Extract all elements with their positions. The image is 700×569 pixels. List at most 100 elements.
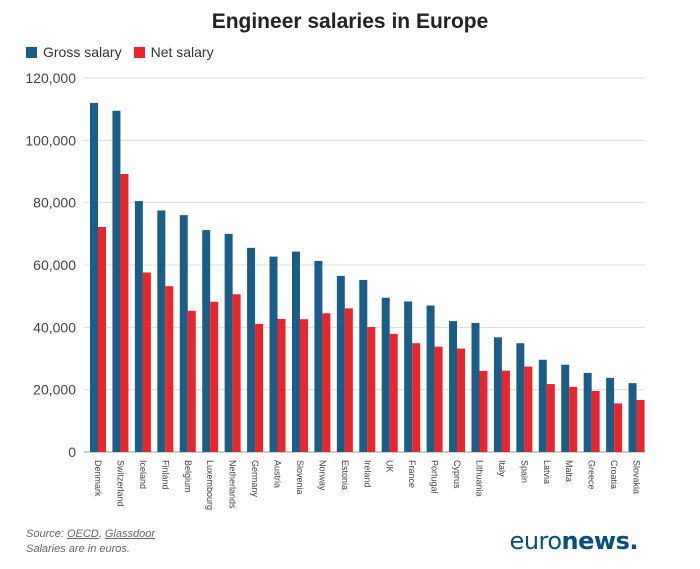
y-tick-label: 20,000 [33,382,76,398]
x-tick-label: Greece [587,460,597,490]
y-tick-label: 60,000 [33,257,76,273]
gross-salary-bar [404,301,413,452]
x-tick-label: Spain [519,460,529,483]
gross-salary-bar [179,215,188,452]
gross-salary-bar [291,251,300,452]
x-tick-label: Germany [250,460,260,498]
gross-salary-bar [269,256,278,452]
net-salary-bar [120,173,129,452]
source-line: Source: OECD, Glassdoor [26,527,155,542]
gross-salary-bar [426,305,435,452]
net-salary-bar [210,301,219,452]
net-salary-bar [165,286,174,452]
net-salary-bar [322,313,331,452]
y-tick-label: 80,000 [33,195,76,211]
source-separator: , [98,528,105,540]
net-salary-bar [367,327,376,452]
net-salary-bar [569,386,578,452]
chart-title: Engineer salaries in Europe [211,10,489,33]
x-tick-label: Switzerland [115,460,125,507]
gross-salary-bar [538,359,547,452]
x-tick-label: Estonia [340,460,350,490]
euronews-logo: euronews. [509,527,639,555]
net-salary-bar [636,399,645,452]
logo-dot: . [629,527,638,555]
y-tick-label: 0 [68,444,76,460]
gross-salary-bar [157,210,166,452]
y-tick-label: 100,000 [25,132,76,148]
x-tick-label: Slovakia [632,460,642,494]
x-tick-label: Italy [497,460,507,477]
net-salary-bar [591,390,600,452]
net-salary-bar [277,318,286,452]
legend-swatch-net [133,46,145,58]
x-tick-label: Norway [317,460,327,491]
chart-footer: Source: OECD, Glassdoor Salaries are in … [26,527,155,557]
y-tick-label: 120,000 [25,70,76,86]
x-tick-label: Ireland [362,460,372,488]
gross-salary-bar [583,372,592,452]
net-salary-bar [255,323,264,452]
net-salary-bar [299,319,308,452]
net-salary-bar [98,226,106,452]
x-tick-label: Slovenia [295,460,305,495]
gross-salary-bar [628,383,637,452]
x-tick-label: UK [385,460,395,473]
gross-salary-bar [471,322,480,452]
gross-salary-bar [516,343,525,452]
x-tick-label: Lithuania [474,460,484,497]
gross-salary-bar [90,102,98,452]
x-tick-label: Finland [160,460,170,490]
x-tick-label: Iceland [138,460,148,489]
net-salary-bar [524,366,533,452]
source-link-glassdoor[interactable]: Glassdoor [104,528,156,540]
source-link-oecd[interactable]: OECD [66,528,99,540]
net-salary-bar [142,272,151,452]
x-tick-label: Portugal [430,460,440,494]
net-salary-bar [434,346,443,452]
net-salary-bar [187,310,196,452]
net-salary-bar [457,348,466,452]
gross-salary-bar [359,279,368,452]
legend-swatch-gross [26,46,37,58]
net-salary-bar [344,308,353,452]
x-tick-label: Belgium [183,460,193,493]
source-prefix: Source: [26,528,67,540]
gross-salary-bar [247,247,256,452]
legend-label-net: Net salary [150,44,214,60]
logo-text-news: news [561,527,630,555]
net-salary-bar [412,343,421,452]
y-tick-label: 40,000 [33,319,76,335]
gross-salary-bar [202,230,211,452]
legend-item-net: Net salary [133,44,214,60]
chart-legend: Gross salary Net salary [26,44,226,60]
gross-salary-bar [336,275,345,452]
logo-text-euro: euro [509,527,563,555]
net-salary-bar [501,370,510,452]
legend-label-gross: Gross salary [43,44,122,60]
net-salary-bar [232,294,241,452]
gross-salary-bar [134,201,143,452]
x-tick-label: Austria [273,460,283,488]
gross-salary-bar [224,233,233,452]
gross-salary-bar [314,260,323,452]
x-tick-label: Cyprus [452,460,462,489]
net-salary-bar [614,403,623,452]
x-tick-label: Latvia [542,460,552,484]
x-tick-label: France [407,460,417,488]
gross-salary-bar [449,321,458,452]
gross-salary-bar [606,377,615,452]
currency-note: Salaries are in euros. [26,543,130,555]
net-salary-bar [546,384,555,452]
legend-item-gross: Gross salary [26,44,122,60]
gross-salary-bar [112,110,121,452]
x-tick-label: Luxembourg [205,460,215,510]
net-salary-bar [389,333,398,452]
gross-salary-bar [493,337,502,452]
x-tick-label: Denmark [93,460,103,497]
x-tick-label: Malta [564,460,574,482]
x-tick-label: Netherlands [228,460,238,509]
net-salary-bar [479,370,488,452]
gross-salary-bar [561,364,570,452]
